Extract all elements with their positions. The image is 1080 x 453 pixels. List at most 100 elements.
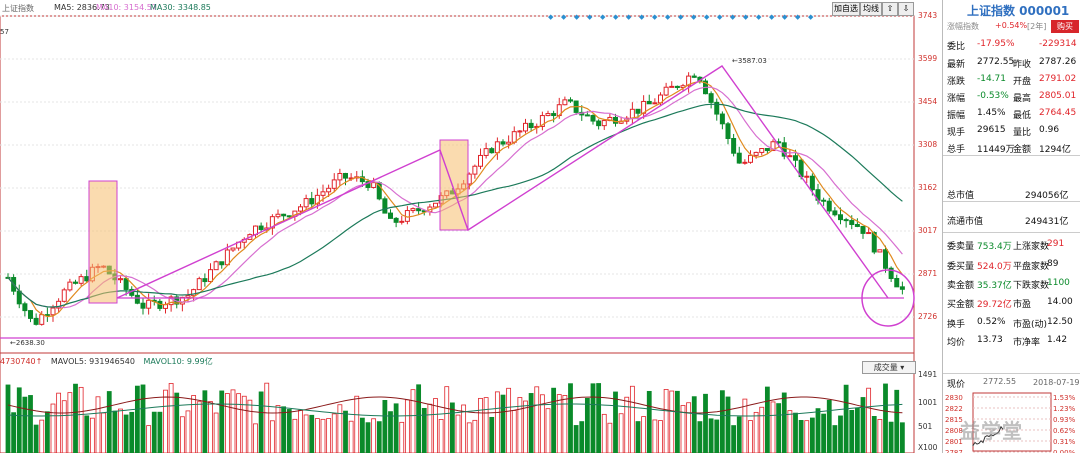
volume-bar: [84, 415, 90, 453]
volume-bar: [73, 383, 78, 453]
candle-body: [826, 200, 832, 212]
kline-chart[interactable]: ◆ ◆ ◆ ◆ ◆ ◆ ◆ ◆ ◆ ◆ ◆ ◆ ◆ ◆ ◆ ◆ ◆ ◆ ◆ ◆ ◆ ←3587.03 ←2638.30 57: [0, 0, 942, 453]
volume-bar: [556, 394, 562, 453]
mini-axis-left: 2787: [945, 449, 963, 453]
trend-line: [116, 65, 889, 299]
candle-body: [67, 281, 73, 291]
zoom-in-button[interactable]: ⇧: [882, 2, 898, 16]
event-marker: ◆: [730, 13, 736, 21]
volume-bar: [421, 407, 427, 453]
volume-bar: [674, 390, 680, 453]
volume-bar: [590, 383, 596, 453]
mini-intraday-chart[interactable]: 2830 1.53% 2822 1.23% 2815 0.93% 2808 0.62% 2801…: [943, 391, 1080, 453]
quote-value: -0.53%: [977, 91, 1009, 101]
volume-bar: [545, 408, 551, 453]
candle-body: [601, 120, 607, 127]
candle-body: [877, 249, 883, 253]
volume-bar: [809, 417, 815, 453]
quote-label: 下跌家数: [1013, 281, 1050, 291]
float-cap-row: 流通市值 249431亿: [943, 211, 1080, 228]
volume-bar: [388, 411, 393, 453]
volume-bar: [584, 397, 590, 453]
mini-price-line: [972, 425, 1004, 446]
price-axis-tick: 3308: [918, 140, 938, 149]
volume-bar: [517, 397, 523, 453]
panel-title: 上证指数 000001: [967, 4, 1070, 18]
candle-body: [635, 108, 641, 114]
quote-label: 市盈: [1013, 300, 1032, 310]
volume-bar: [11, 412, 17, 453]
candle-body: [736, 152, 742, 164]
float-cap-value: 249431亿: [1025, 217, 1069, 227]
ma30-label: MA30: 3348.85: [150, 3, 211, 12]
quote-label: 市净率: [1013, 338, 1041, 348]
candle-body: [73, 281, 78, 284]
buy-button[interactable]: 购买: [1051, 20, 1079, 33]
candle-body: [613, 116, 618, 124]
candle-body: [860, 225, 866, 234]
zoom-out-button[interactable]: ⇩: [898, 2, 914, 16]
volume-bar: [877, 419, 883, 453]
mini-axis-right: 0.62%: [1053, 427, 1076, 435]
volume-bar: [849, 410, 855, 453]
volume-bar: [506, 387, 512, 453]
quote-value: 1294亿: [1039, 145, 1071, 155]
volume-bar: [269, 420, 275, 453]
volume-bar: [219, 390, 225, 453]
candle-body: [590, 115, 596, 122]
candle-body: [854, 223, 860, 227]
volume-bar: [157, 411, 163, 453]
volume-bar: [286, 409, 292, 453]
event-marker: ◆: [795, 13, 801, 21]
volume-bar: [568, 383, 573, 453]
volume-bar: [427, 403, 433, 453]
candle-body: [725, 123, 731, 139]
candle-body: [230, 247, 236, 251]
volume-bar: [213, 412, 219, 453]
mini-axis-right: 0.31%: [1053, 438, 1076, 446]
volume-bar: [101, 412, 107, 453]
candle-body: [883, 249, 888, 269]
quote-value: 35.37亿: [977, 281, 1012, 291]
volume-bar: [416, 384, 422, 453]
volume-bar: [281, 406, 287, 453]
ma-button[interactable]: 均线: [860, 2, 882, 16]
candle-body: [78, 276, 84, 284]
quote-value: 291: [1047, 239, 1065, 249]
quote-value: 1.42: [1047, 335, 1068, 345]
event-marker: ◆: [743, 13, 749, 21]
quote-value: 12.50: [1047, 317, 1073, 327]
candle-body: [663, 86, 669, 96]
candle-body: [168, 296, 174, 306]
current-date: 2018-07-19,四: [1033, 378, 1080, 387]
event-marker: ◆: [704, 13, 710, 21]
volume-bar: [798, 419, 804, 453]
quote-label: 上涨家数: [1013, 242, 1050, 252]
volume-bar: [624, 396, 630, 453]
event-marker: ◆: [717, 13, 723, 21]
add-favorite-button[interactable]: 加自选: [832, 2, 860, 16]
highlight-box: [88, 180, 118, 304]
volume-bar: [112, 410, 118, 453]
mini-axis-left: 2830: [945, 394, 963, 402]
volume-bar: [838, 415, 843, 453]
market-cap-value: 294056亿: [1025, 191, 1069, 201]
quote-label: 涨幅: [947, 94, 966, 104]
volume-bar: [478, 397, 483, 453]
volume-bar: [866, 387, 872, 453]
indicator-dropdown[interactable]: 成交量 ▾: [862, 361, 916, 374]
candle-body: [208, 269, 213, 283]
market-cap-label: 总市值: [947, 191, 975, 201]
volume-bar: [343, 410, 348, 453]
event-marker: ◆: [639, 13, 645, 21]
quote-value: 1.45%: [977, 108, 1006, 118]
price-axis-tick: 3454: [918, 97, 938, 106]
volume-bar: [174, 392, 180, 453]
volume-bar: [298, 409, 303, 453]
divider: [943, 155, 1080, 156]
price-axis-tick: 2871: [918, 269, 938, 278]
candle-body: [517, 130, 523, 133]
price-axis-tick: 2726: [918, 312, 938, 321]
quote-label: 涨跌: [947, 77, 966, 87]
mini-axis-right: 0.00%: [1053, 449, 1076, 453]
